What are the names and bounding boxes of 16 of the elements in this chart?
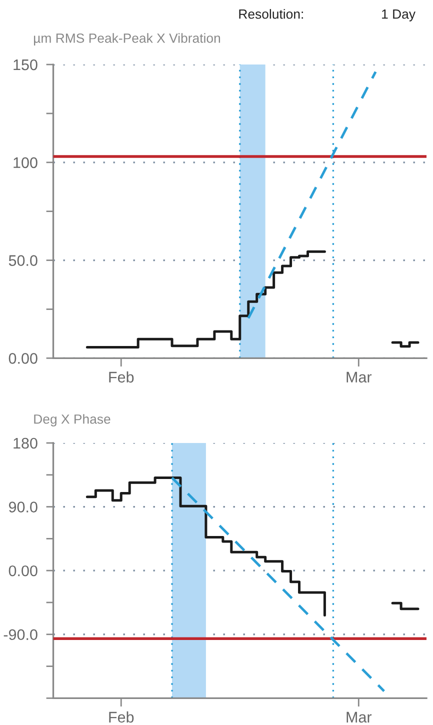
text: Resolution: xyxy=(239,9,303,19)
y-tick-label: -90.0 xyxy=(4,629,38,640)
y-tick-label: 0.00 xyxy=(8,353,38,364)
y-tick-label: 0.00 xyxy=(8,565,38,576)
x-tick-label: Feb xyxy=(109,371,134,383)
x-tick-label: Mar xyxy=(346,712,372,723)
y-tick-label: 90.0 xyxy=(8,502,38,512)
x-tick-label: Mar xyxy=(346,372,372,383)
y-tick-label: 180 xyxy=(14,438,38,449)
y-tick-label: 150 xyxy=(14,59,38,70)
y-tick-label: 100 xyxy=(14,157,38,168)
x-tick-label: Feb xyxy=(109,711,134,723)
y-tick-label: 50.0 xyxy=(8,255,38,266)
chart-title: µm RMS Peak-Peak X Vibration xyxy=(34,33,220,46)
chart-title: Deg X Phase xyxy=(34,414,110,426)
text: 1 Day xyxy=(382,10,416,22)
